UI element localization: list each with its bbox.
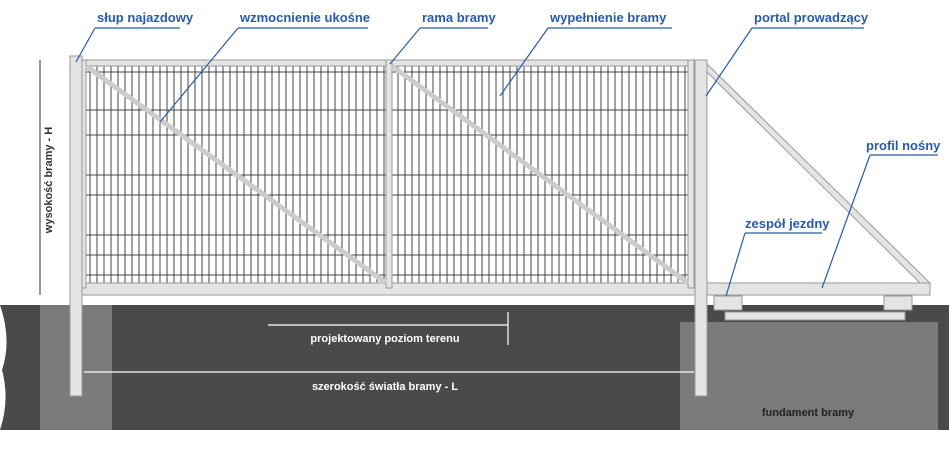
callout: profil nośny <box>866 138 941 153</box>
callout: wzmocnienie ukośne <box>239 10 370 25</box>
height-label: wysokość bramy - H <box>43 127 55 234</box>
width-label: szerokość światła bramy - L <box>312 381 458 393</box>
diagonals <box>84 63 690 286</box>
callout: wypełnienie bramy <box>549 10 667 25</box>
right-foundation <box>680 322 938 430</box>
callout: słup najazdowy <box>97 10 194 25</box>
callout: portal prowadzący <box>754 10 869 25</box>
callout: zespół jezdny <box>745 216 830 231</box>
ground-level-label: projektowany poziom terenu <box>310 333 459 345</box>
gate-mesh <box>86 66 688 283</box>
frame <box>69 55 932 397</box>
callout: rama bramy <box>422 10 496 25</box>
leader-lines <box>75 27 938 297</box>
white-dimensions <box>84 312 694 373</box>
foundation-label: fundament bramy <box>762 407 855 419</box>
